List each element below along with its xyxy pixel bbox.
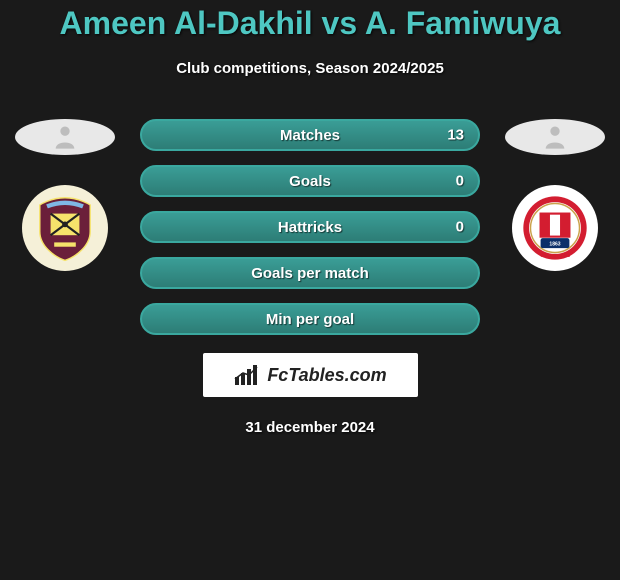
player-left-avatar (15, 119, 115, 155)
burnley-crest-icon (29, 192, 101, 264)
player-right-avatar (505, 119, 605, 155)
player2-name: A. Famiwuya (365, 5, 561, 41)
crest-year: 1863 (549, 241, 560, 247)
player-right-column: STOKE 1863 THE POTTERS (500, 119, 610, 271)
person-icon (51, 123, 79, 151)
main-row: Matches 13 Goals 0 Hattricks 0 Goals per… (0, 119, 620, 335)
subtitle: Club competitions, Season 2024/2025 (0, 60, 620, 77)
stat-right-value: 0 (456, 219, 464, 236)
stat-row-matches: Matches 13 (140, 119, 480, 151)
player-left-club-badge (22, 185, 108, 271)
stat-label: Goals (289, 173, 331, 190)
bar-chart-icon (233, 365, 261, 385)
stat-label: Matches (280, 127, 340, 144)
stat-right-value: 0 (456, 173, 464, 190)
stat-row-goals: Goals 0 (140, 165, 480, 197)
date: 31 december 2024 (0, 419, 620, 436)
player-right-club-badge: STOKE 1863 THE POTTERS (512, 185, 598, 271)
stat-label: Hattricks (278, 219, 342, 236)
stat-row-goals-per-match: Goals per match (140, 257, 480, 289)
page-title: Ameen Al-Dakhil vs A. Famiwuya (0, 5, 620, 42)
stoke-crest-icon: STOKE 1863 THE POTTERS (519, 192, 591, 264)
comparison-card: Ameen Al-Dakhil vs A. Famiwuya Club comp… (0, 0, 620, 436)
stat-label: Goals per match (251, 265, 369, 282)
stats-column: Matches 13 Goals 0 Hattricks 0 Goals per… (140, 119, 480, 335)
player-left-column (10, 119, 120, 271)
stat-right-value: 13 (447, 127, 464, 144)
vs-text: vs (322, 5, 358, 41)
crest-top-text: STOKE (544, 206, 567, 213)
player1-name: Ameen Al-Dakhil (60, 5, 313, 41)
brand-text: FcTables.com (267, 365, 386, 386)
stat-row-hattricks: Hattricks 0 (140, 211, 480, 243)
stat-row-min-per-goal: Min per goal (140, 303, 480, 335)
crest-motto: THE POTTERS (540, 253, 570, 258)
stat-label: Min per goal (266, 311, 354, 328)
person-icon (541, 123, 569, 151)
brand-box[interactable]: FcTables.com (203, 353, 418, 397)
